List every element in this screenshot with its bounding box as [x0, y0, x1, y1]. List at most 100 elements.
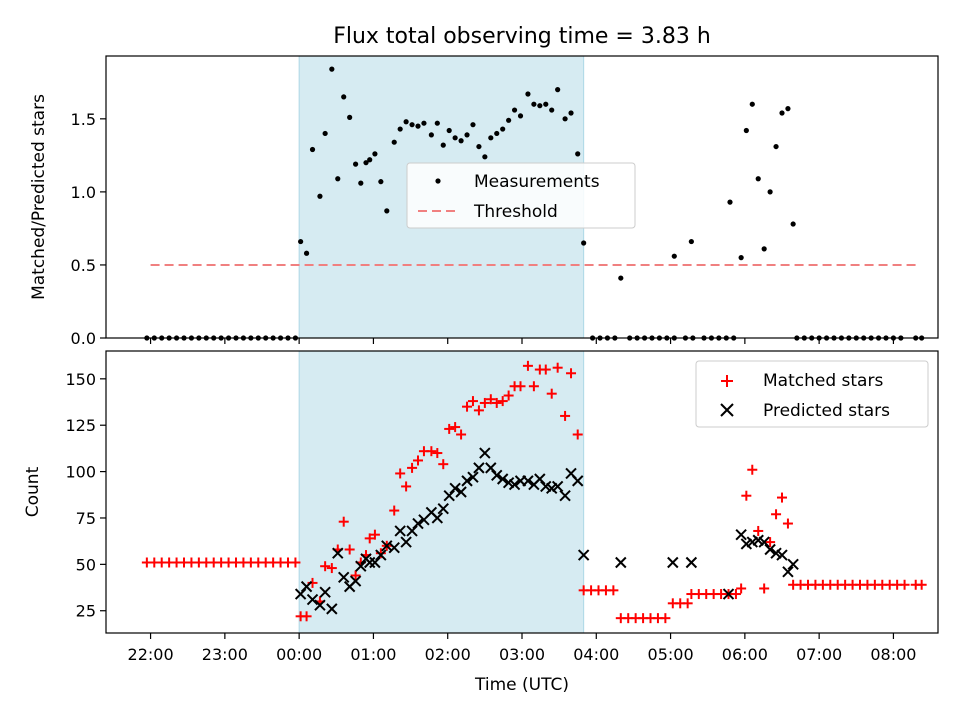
matched-star-point [515, 381, 526, 392]
measurement-point [428, 132, 434, 138]
predicted-star-point [485, 462, 497, 474]
matched-star-point [301, 611, 312, 622]
matched-star-point [401, 481, 412, 492]
matched-star-point [753, 525, 764, 536]
predicted-star-point [615, 556, 627, 569]
bottom-legend: Matched stars Predicted stars [695, 360, 929, 428]
matched-star-point [485, 394, 496, 405]
measurement-point [511, 107, 518, 113]
top-axis-ticks: 0.0 0.5 1.0 1.5 [71, 110, 895, 348]
measurement-point [506, 117, 512, 123]
predicted-star-point [667, 556, 679, 569]
top-legend-box [406, 162, 636, 229]
measurement-point [537, 103, 543, 109]
matched-star-point [473, 405, 484, 416]
predicted-star-point [306, 593, 319, 606]
x-tick-label: 04:00 [573, 645, 619, 664]
matched-star-point [375, 548, 386, 559]
matched-star-point [560, 410, 571, 421]
matched-star-point [765, 537, 776, 548]
matched-star-point [413, 455, 423, 466]
predicted-star-point [332, 547, 344, 559]
measurement-point [372, 151, 378, 157]
measurement-point [738, 255, 744, 261]
y-tick-label: 1.0 [71, 183, 96, 202]
predicted-star-point [496, 473, 509, 485]
measurement-point [391, 139, 397, 145]
measurement-point [568, 110, 574, 116]
measurement-point [452, 135, 458, 141]
measurement-point [434, 120, 440, 126]
x-tick-label: 08:00 [870, 645, 916, 664]
predicted-star-point [338, 571, 350, 584]
predicted-star-point [782, 566, 794, 578]
predicted-star-point [300, 580, 313, 593]
predicted-star-point [394, 525, 406, 537]
matched-star-point [608, 585, 619, 596]
matched-star-point [426, 446, 437, 457]
predicted-star-point [326, 603, 338, 615]
matched-star-point [438, 459, 449, 470]
predicted-star-point [388, 541, 400, 554]
x-axis-label: Time (UTC) [474, 675, 569, 695]
predicted-star-point [473, 462, 485, 474]
predicted-star-point [355, 560, 367, 572]
x-tick-label: 05:00 [648, 645, 694, 664]
legend-measurements-marker [435, 178, 441, 184]
measurement-point [500, 126, 506, 132]
y-tick-label: 0.0 [71, 329, 96, 348]
matched-star-point [395, 468, 406, 479]
top-plot-frame [105, 55, 939, 339]
measurement-point [358, 180, 364, 186]
legend-measurements-label: Measurements [474, 172, 600, 192]
matched-star-point [491, 397, 502, 408]
y-tick-label: 100 [65, 463, 96, 482]
matched-star-point [389, 505, 400, 516]
predicted-star-point [508, 478, 521, 491]
measurement-point [549, 107, 555, 113]
matched-star-point [899, 579, 910, 590]
predicted-star-point [455, 486, 467, 498]
predicted-star-point [443, 490, 455, 502]
matched-star-point [782, 518, 793, 529]
matched-star-point [522, 360, 533, 371]
measurement-point [384, 208, 390, 214]
y-tick-label: 150 [65, 370, 96, 389]
measurement-point [773, 143, 779, 150]
measurement-point [335, 176, 341, 182]
bottom-y-axis-label: Count [23, 466, 43, 517]
measurement-point [575, 151, 581, 157]
predicted-star-point [294, 588, 307, 600]
matched-star-point [528, 381, 539, 392]
matched-star-point [682, 598, 693, 609]
measurement-point [421, 120, 427, 126]
measurement-point [494, 130, 500, 137]
matched-star-point [338, 516, 349, 527]
predicted-star-point [758, 536, 770, 548]
matched-star-point [344, 544, 355, 555]
matched-star-point [730, 589, 741, 600]
bottom-legend-box [695, 360, 929, 428]
matched-star-point [540, 364, 551, 375]
matched-star-point [503, 390, 514, 401]
predicted-star-point [461, 475, 473, 487]
x-tick-label: 23:00 [202, 645, 248, 664]
measurement-point [415, 123, 421, 129]
measurement-point [341, 94, 347, 100]
top-legend: Measurements Threshold [406, 162, 636, 229]
y-tick-label: 0.5 [71, 256, 96, 275]
bottom-panel: 22:00 23:00 00:00 01:00 02:00 03:00 04:00 05:00… [23, 350, 939, 695]
chart-title: Flux total observing time = 3.83 h [333, 24, 711, 49]
y-tick-label: 125 [65, 416, 96, 435]
matched-and-predicted-points [141, 360, 927, 624]
measurement-point [464, 132, 470, 138]
matched-star-point [456, 429, 467, 440]
matched-star-point [552, 362, 563, 373]
measurement-point [517, 113, 524, 119]
measurement-point [378, 179, 384, 185]
matched-star-point [364, 533, 375, 544]
measurement-point [488, 135, 494, 141]
measurement-point [562, 116, 568, 122]
matched-star-point [326, 563, 337, 574]
